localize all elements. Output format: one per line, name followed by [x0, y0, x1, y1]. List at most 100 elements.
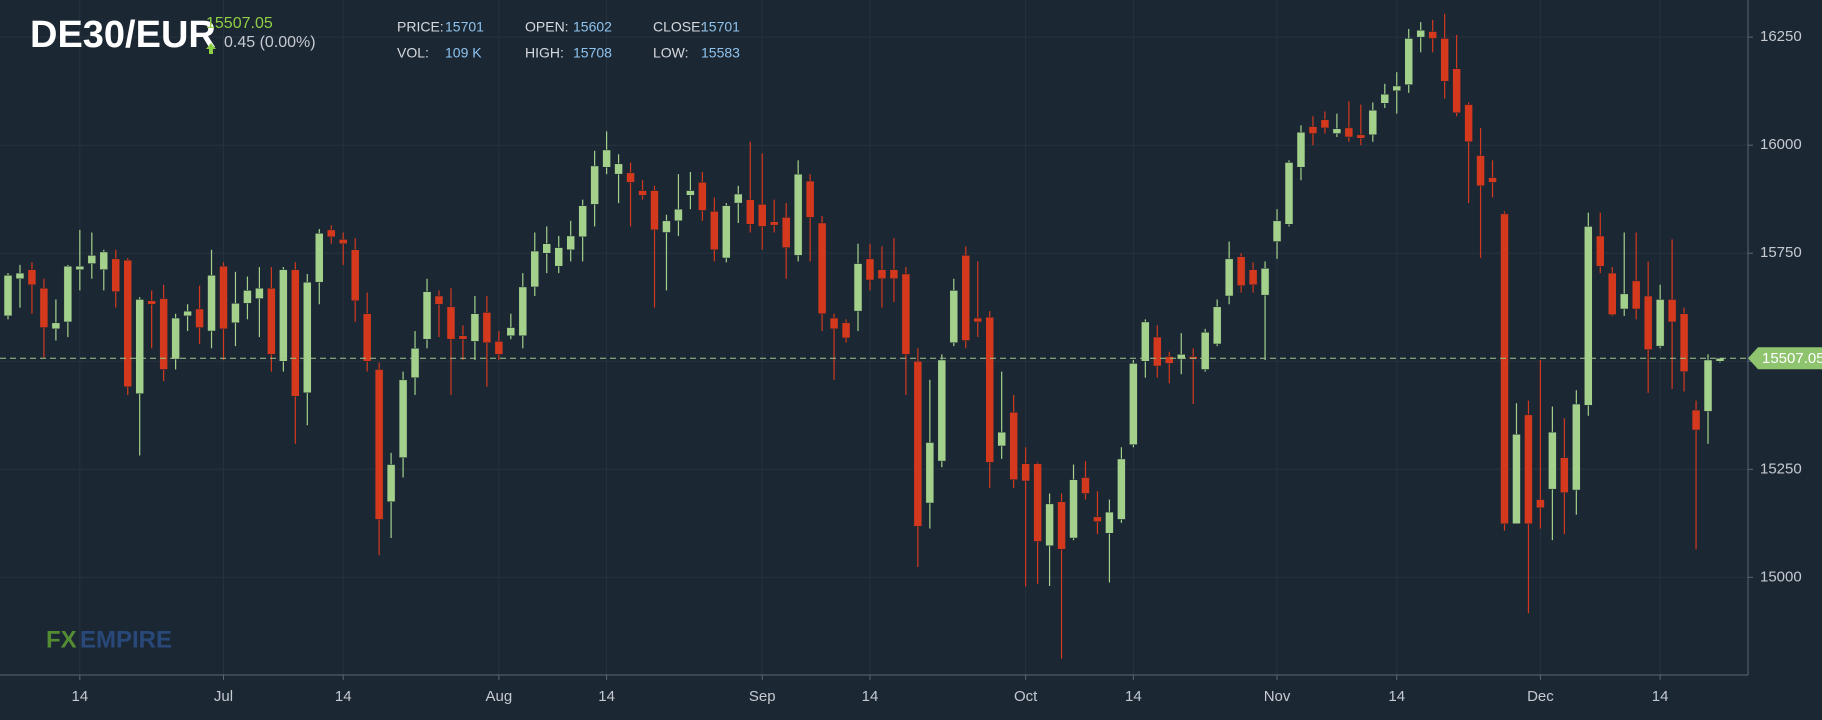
- candle-body: [710, 211, 719, 251]
- candle-body: [769, 221, 779, 226]
- candle-body: [853, 263, 863, 312]
- x-tick-label: 14: [598, 688, 615, 705]
- candle-body: [267, 287, 276, 355]
- candle-body: [1093, 516, 1102, 522]
- candle-body: [1177, 354, 1186, 360]
- candle-body: [674, 208, 683, 222]
- candle-body: [1416, 29, 1425, 38]
- candle-body: [1045, 503, 1054, 547]
- candle-body: [650, 190, 659, 231]
- grid: 15000152501550015750160001625014Jul14Aug…: [0, 0, 1802, 705]
- candle-body: [1392, 85, 1402, 91]
- candle-body: [99, 251, 109, 270]
- candle-body: [590, 165, 599, 205]
- watermark-prefix: FX: [46, 626, 77, 653]
- stat-value: 15583: [701, 45, 740, 61]
- candle-body: [1153, 336, 1162, 367]
- candle-body: [530, 250, 540, 288]
- candle-body: [374, 369, 384, 520]
- candle-body: [1057, 501, 1066, 550]
- candles: 15507.05: [0, 13, 1822, 659]
- candle-body: [722, 205, 731, 259]
- stat-value: 15708: [573, 45, 612, 61]
- stat-label: OPEN:: [525, 19, 569, 35]
- candle-body: [901, 273, 911, 355]
- x-tick-label: Sep: [749, 688, 776, 705]
- header-price: 15507.05: [206, 15, 273, 32]
- candle-body: [1033, 463, 1042, 542]
- candle-body: [291, 269, 300, 397]
- candle-body: [698, 182, 707, 211]
- candle-body: [1117, 458, 1126, 520]
- candle-body: [1464, 104, 1473, 142]
- candle-body: [1596, 235, 1605, 267]
- y-tick-label: 16250: [1760, 28, 1802, 45]
- candle-body: [1272, 220, 1282, 242]
- candle-body: [686, 190, 695, 196]
- candle-body: [482, 312, 492, 343]
- x-tick-label: Jul: [214, 688, 233, 705]
- stat-value: 15701: [701, 19, 740, 35]
- last-price-label: 15507.05: [1762, 350, 1822, 367]
- candle-body: [243, 290, 252, 304]
- candle-body: [1105, 511, 1114, 534]
- candle-body: [925, 442, 935, 504]
- candle-body: [1560, 457, 1569, 493]
- watermark-suffix: EMPIRE: [80, 626, 172, 653]
- candle-body: [350, 249, 360, 302]
- candle-body: [877, 269, 887, 279]
- candle-body: [793, 173, 803, 256]
- candle-body: [1524, 414, 1533, 525]
- stat-value: 15602: [573, 19, 612, 35]
- candle-body: [829, 317, 839, 330]
- candle-body: [1236, 256, 1246, 286]
- candle-body: [554, 247, 563, 267]
- candle-body: [734, 193, 743, 204]
- candle-body: [626, 172, 635, 183]
- candle-body: [1643, 295, 1653, 350]
- y-tick-label: 15750: [1760, 244, 1802, 261]
- candle-body: [135, 299, 144, 394]
- candle-body: [1224, 258, 1234, 297]
- candle-body: [39, 287, 49, 328]
- y-tick-label: 15250: [1760, 460, 1802, 477]
- candle-body: [1536, 499, 1545, 509]
- candle-body: [386, 464, 396, 502]
- candle-body: [757, 204, 767, 227]
- candle-body: [566, 235, 575, 251]
- stat-label: CLOSE:: [653, 19, 704, 35]
- candle-body: [578, 205, 587, 238]
- candle-body: [973, 317, 982, 323]
- x-tick-label: 14: [1652, 688, 1669, 705]
- candle-body: [1284, 162, 1294, 225]
- candle-body: [1679, 313, 1689, 372]
- candle-body: [3, 275, 13, 317]
- candle-body: [1344, 127, 1354, 138]
- x-tick-label: Oct: [1014, 688, 1038, 705]
- stat-value: 109 K: [445, 45, 482, 61]
- candle-body: [1488, 177, 1497, 183]
- candle-body: [51, 322, 61, 330]
- candle-body: [231, 303, 240, 324]
- last-price-box: [1748, 347, 1822, 370]
- candle-body: [1009, 412, 1018, 480]
- stat-label: PRICE:: [397, 19, 444, 35]
- candle-body: [171, 317, 180, 360]
- candle-body: [195, 308, 204, 328]
- candle-body: [458, 335, 468, 340]
- candle-body: [27, 269, 37, 286]
- candle-body: [506, 327, 516, 337]
- candle-body: [123, 259, 132, 388]
- candle-body: [781, 217, 791, 248]
- candle-body: [1691, 409, 1701, 431]
- candle-body: [398, 379, 408, 458]
- candle-body: [1129, 363, 1138, 445]
- candle-body: [805, 180, 815, 218]
- candle-body: [470, 313, 480, 342]
- candle-body: [1332, 128, 1342, 134]
- candle-body: [1248, 269, 1258, 286]
- candle-body: [75, 265, 85, 270]
